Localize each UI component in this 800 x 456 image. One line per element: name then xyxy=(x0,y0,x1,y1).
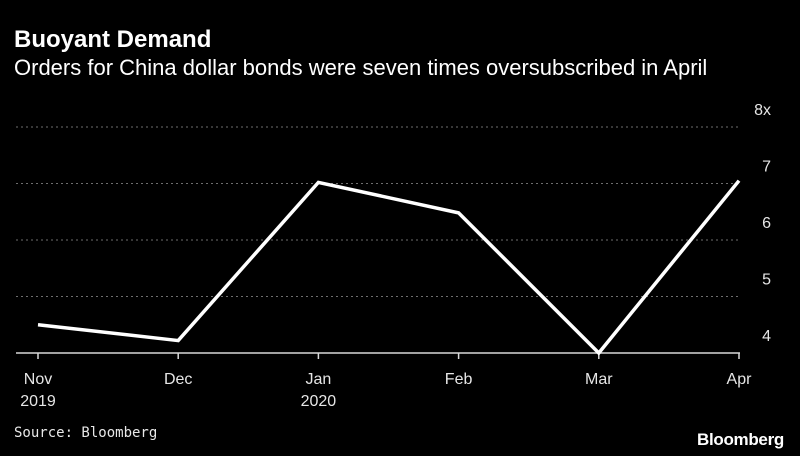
source-note: Source: Bloomberg xyxy=(14,425,158,441)
y-tick-label: 6 xyxy=(762,215,771,232)
x-tick-label: 2020 xyxy=(301,393,337,410)
x-tick-label: Mar xyxy=(585,371,613,388)
x-tick-label: 2019 xyxy=(20,393,56,410)
chart-title: Buoyant Demand xyxy=(14,26,212,53)
y-tick-label: 8x xyxy=(754,102,771,119)
chart-subtitle: Orders for China dollar bonds were seven… xyxy=(14,55,708,80)
x-tick-label: Dec xyxy=(164,371,192,388)
y-tick-label: 4 xyxy=(762,328,771,345)
x-tick-label: Nov xyxy=(24,371,52,388)
x-tick-label: Apr xyxy=(727,371,753,388)
y-tick-label: 5 xyxy=(762,272,771,289)
y-tick-label: 7 xyxy=(762,159,771,176)
x-tick-label: Feb xyxy=(445,371,473,388)
x-tick-label: Jan xyxy=(306,371,332,388)
series-line xyxy=(37,179,741,356)
bloomberg-logo: Bloomberg xyxy=(696,430,784,449)
